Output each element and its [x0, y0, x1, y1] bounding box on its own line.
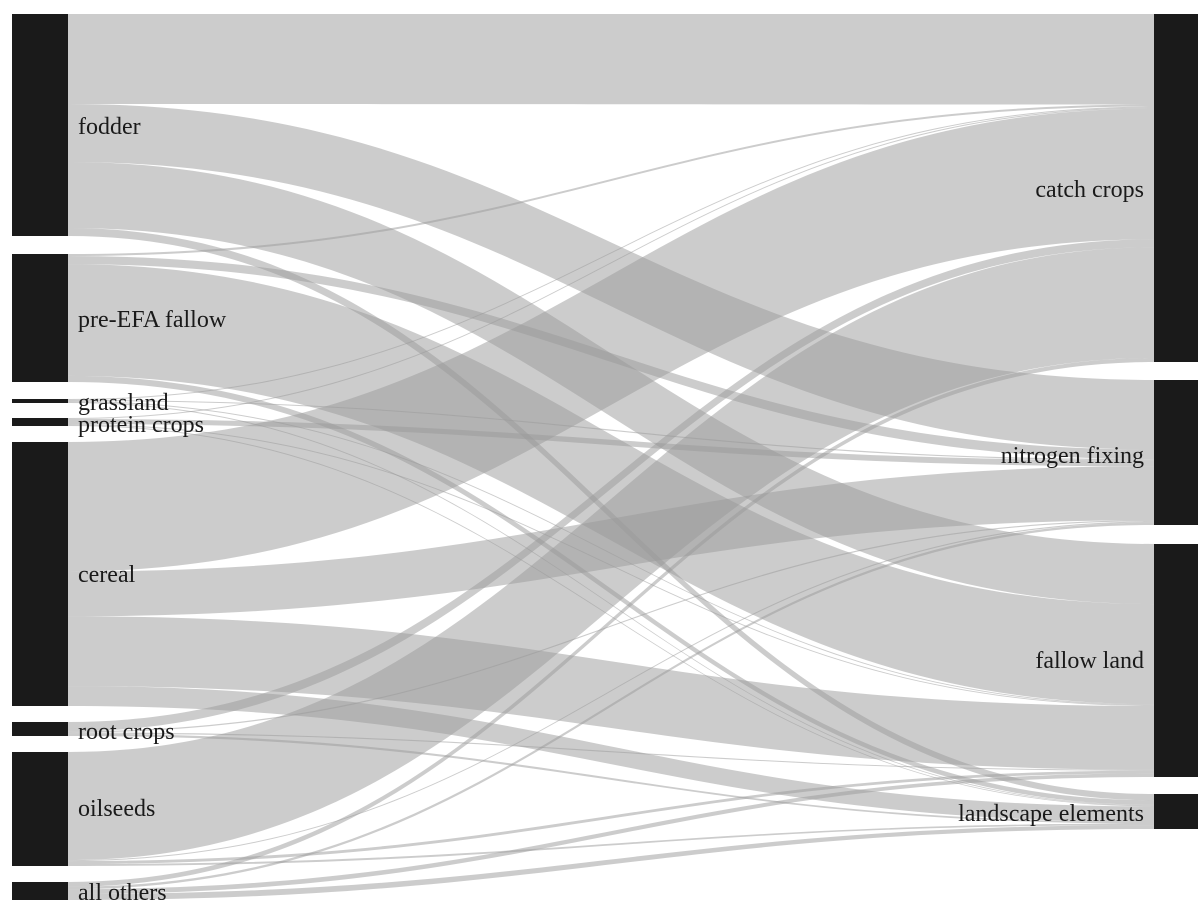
labels-layer: fodder pre-EFA fallow grassland protein … — [78, 114, 1144, 902]
source-node-grassland — [12, 399, 68, 403]
label-grassland: grassland — [78, 390, 169, 416]
label-fodder: fodder — [78, 114, 141, 140]
flow-oilseeds-to-nitrogen — [68, 521, 1154, 862]
source-node-oilseeds — [12, 752, 68, 866]
source-node-cereal — [12, 442, 68, 706]
nodes-layer — [12, 14, 1198, 900]
target-node-fallow-land — [1154, 544, 1198, 777]
flow-cereal-to-catch — [68, 108, 1154, 572]
source-node-protein-crops — [12, 418, 68, 426]
flows-layer — [68, 14, 1154, 900]
flow-prefallow-to-catch — [68, 104, 1154, 257]
source-node-root-crops — [12, 722, 68, 736]
flow-root-to-catch — [68, 239, 1154, 732]
flow-root-to-nitrogen — [68, 520, 1154, 733]
flow-fodder-to-catch — [68, 14, 1154, 105]
source-node-fodder — [12, 14, 68, 236]
flow-oilseeds-to-landscape — [68, 823, 1154, 866]
flow-protein-to-catch — [68, 107, 1154, 420]
label-nitrogen-fixing: nitrogen fixing — [1001, 443, 1144, 469]
flow-others-to-nitrogen — [68, 522, 1154, 890]
source-node-all-others — [12, 882, 68, 900]
flow-others-to-landscape — [68, 825, 1154, 900]
source-node-pre-efa-fallow — [12, 254, 68, 382]
label-protein-crops: protein crops — [78, 412, 204, 438]
label-cereal: cereal — [78, 562, 136, 588]
label-catch-crops: catch crops — [1035, 177, 1144, 203]
target-node-nitrogen-fixing — [1154, 380, 1198, 525]
flow-grassland-to-catch — [68, 106, 1154, 400]
flow-others-to-fallow — [68, 773, 1154, 894]
label-root-crops: root crops — [78, 719, 175, 745]
flow-oilseeds-to-catch — [68, 247, 1154, 861]
label-fallow-land: fallow land — [1035, 648, 1144, 674]
target-node-catch-crops — [1154, 14, 1198, 362]
label-pre-efa-fallow: pre-EFA fallow — [78, 307, 227, 333]
flow-cereal-to-fallow — [68, 616, 1154, 770]
flow-oilseeds-to-fallow — [68, 770, 1154, 865]
label-landscape-elements: landscape elements — [958, 801, 1144, 827]
flow-root-to-landscape — [68, 733, 1154, 824]
flow-grassland-to-nitrogen — [68, 400, 1154, 461]
flow-cereal-to-landscape — [68, 686, 1154, 822]
label-all-others: all others — [78, 880, 167, 902]
label-oilseeds: oilseeds — [78, 796, 155, 822]
flow-protein-to-nitrogen — [68, 419, 1154, 467]
target-node-landscape-elements — [1154, 794, 1198, 829]
flow-others-to-catch — [68, 357, 1154, 887]
flow-root-to-fallow — [68, 732, 1154, 771]
